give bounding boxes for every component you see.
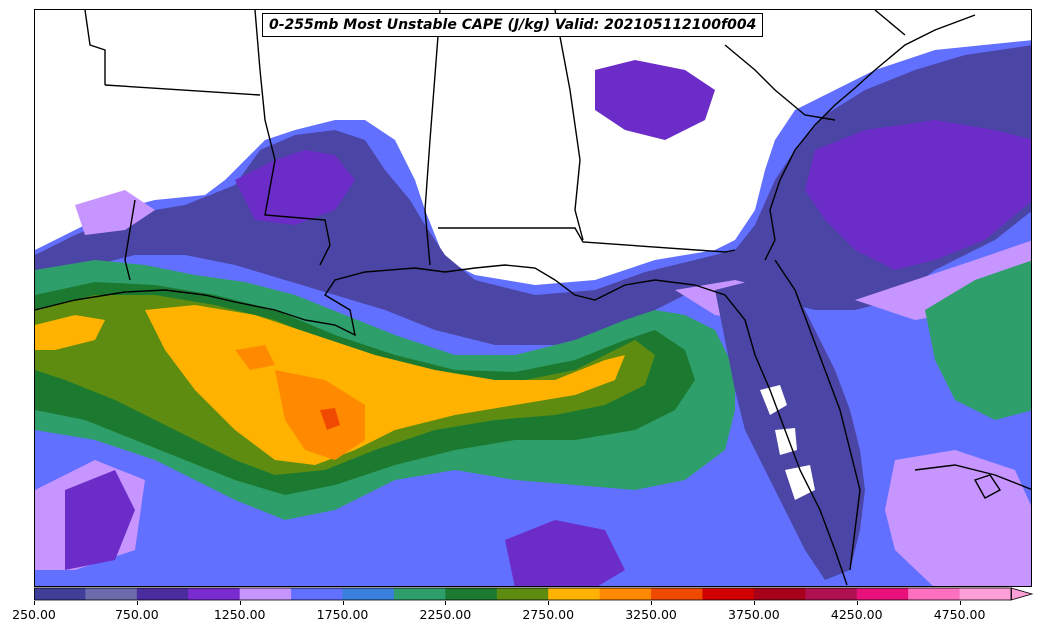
state-line-tx-ok <box>84 10 106 85</box>
state-line-ar-la <box>104 84 261 96</box>
colorbar-tick-mark <box>34 601 35 605</box>
colorbar-segment <box>548 588 601 600</box>
colorbar-tick-label: 4750.00 <box>933 607 986 622</box>
colorbar-segment <box>342 588 395 600</box>
state-line-ms-al <box>424 10 441 266</box>
cape-band-caribbean <box>885 450 1031 586</box>
colorbar-segment <box>599 588 652 600</box>
colorbar-tick-label: 2250.00 <box>419 607 472 622</box>
state-line-ga-sc <box>724 44 836 121</box>
colorbar-tick-label: 2750.00 <box>522 607 575 622</box>
colorbar-tick-mark <box>651 601 653 605</box>
colorbar-segment <box>136 588 189 600</box>
colorbar-segment <box>393 588 446 600</box>
colorbar-tick-label: 750.00 <box>114 607 159 622</box>
florida-atlantic-coast <box>764 14 976 261</box>
state-line-la-ms <box>254 10 331 266</box>
colorbar-outline <box>34 587 1012 601</box>
cape-band-red <box>320 408 340 430</box>
land-no-cape <box>35 10 1031 285</box>
colorbar-segment <box>239 588 292 600</box>
colorbar-segment <box>908 588 961 600</box>
colorbar-tick-label: 1750.00 <box>316 607 369 622</box>
map-panel <box>34 9 1032 587</box>
colorbar-tick-label: 250.00 <box>12 607 56 622</box>
colorbar-segment <box>753 588 806 600</box>
colorbar-tick-mark <box>548 601 550 605</box>
cape-band-orange <box>235 345 365 460</box>
cape-band-lavender <box>35 190 1031 570</box>
colorbar-segment <box>291 588 344 600</box>
cape-band-violet <box>235 60 1031 270</box>
colorbar-segment <box>959 588 1012 600</box>
cape-map <box>35 10 1031 586</box>
colorbar-segment <box>85 588 138 600</box>
colorbar-extend-arrow <box>1010 587 1034 601</box>
florida-panhandle-line <box>438 227 736 253</box>
colorbar-tick-label: 1250.00 <box>213 607 266 622</box>
colorbar-tick-label: 3250.00 <box>625 607 677 622</box>
cape-band-teal-east <box>925 260 1031 420</box>
colorbar-tick-mark <box>445 601 447 605</box>
political-boundaries <box>35 10 1031 586</box>
colorbar-tick-label: 4250.00 <box>830 607 883 622</box>
colorbar-tick-mark <box>959 601 961 605</box>
state-line-nc-sc <box>874 10 906 36</box>
colorbar-segment <box>445 588 498 600</box>
colorbar-tick-mark <box>753 601 755 605</box>
colorbar-segment <box>702 588 755 600</box>
colorbar-segment <box>805 588 858 600</box>
state-line-al-ga <box>554 10 584 241</box>
colorbar-tick-mark <box>136 601 138 605</box>
colorbar-segment <box>856 588 909 600</box>
map-title: 0-255mb Most Unstable CAPE (J/kg) Valid:… <box>262 13 764 37</box>
state-line-tx-la <box>124 199 136 281</box>
colorbar-segment <box>34 588 87 600</box>
cuba-coast <box>914 464 1031 490</box>
florida-east-coast <box>774 259 861 571</box>
colorbar-segment <box>188 588 241 600</box>
colorbar <box>34 587 1034 601</box>
colorbar-tick-mark <box>342 601 344 605</box>
colorbar-tick-mark <box>856 601 858 605</box>
colorbar-segment <box>651 588 704 600</box>
gulf-coastline <box>35 264 848 586</box>
colorbar-tick-label: 3750.00 <box>728 607 780 622</box>
cape-band-south-violet <box>65 470 625 586</box>
colorbar-segment <box>496 588 549 600</box>
bahamas-coast <box>973 474 1002 499</box>
colorbar-tick-mark <box>239 601 241 605</box>
